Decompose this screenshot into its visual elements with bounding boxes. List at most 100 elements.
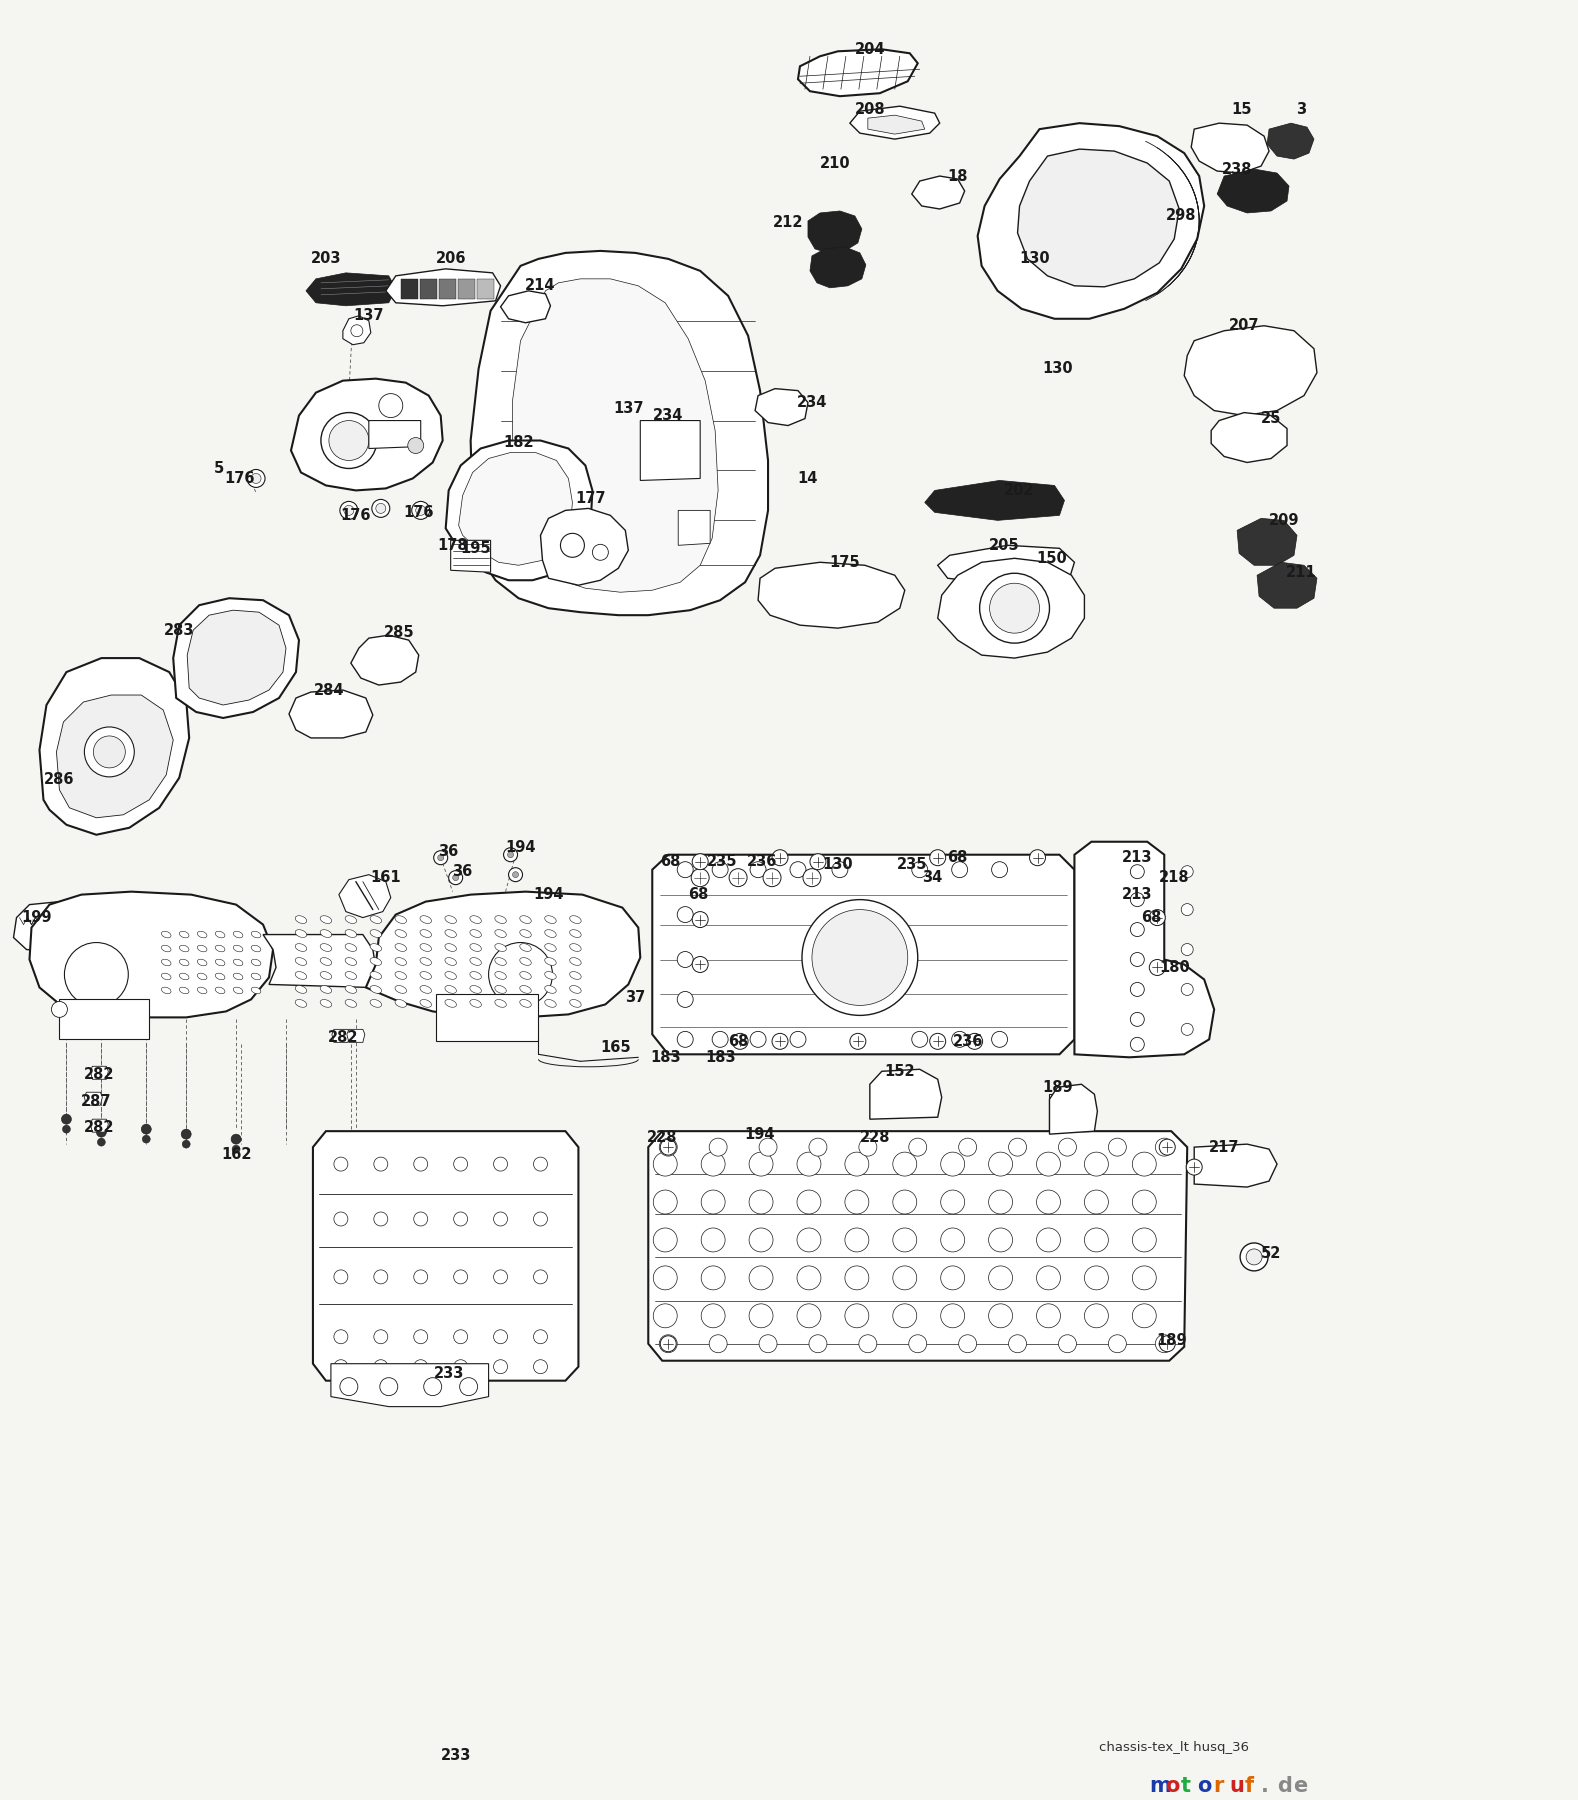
Ellipse shape	[394, 972, 407, 979]
Circle shape	[1059, 1138, 1076, 1156]
Polygon shape	[1258, 562, 1318, 608]
Circle shape	[1037, 1190, 1060, 1213]
Text: 287: 287	[80, 1094, 112, 1109]
Text: o: o	[1198, 1777, 1212, 1796]
Circle shape	[1084, 1152, 1108, 1175]
Circle shape	[459, 1377, 478, 1395]
Circle shape	[797, 1152, 821, 1175]
Ellipse shape	[295, 999, 306, 1008]
Circle shape	[952, 862, 967, 878]
Polygon shape	[451, 540, 491, 572]
Ellipse shape	[251, 945, 260, 952]
Text: 182: 182	[503, 436, 533, 450]
Circle shape	[844, 1265, 869, 1291]
Polygon shape	[869, 1069, 942, 1120]
Circle shape	[893, 1152, 917, 1175]
Text: 238: 238	[1221, 162, 1253, 176]
Circle shape	[374, 1359, 388, 1373]
Circle shape	[701, 1152, 726, 1175]
Polygon shape	[90, 1066, 109, 1080]
Text: 233: 233	[434, 1366, 464, 1381]
Text: 282: 282	[328, 1030, 358, 1044]
Polygon shape	[500, 292, 551, 322]
Circle shape	[453, 875, 459, 880]
Text: 5: 5	[215, 461, 224, 475]
Circle shape	[988, 1303, 1013, 1328]
Polygon shape	[1018, 149, 1179, 286]
Polygon shape	[978, 122, 1204, 319]
Ellipse shape	[180, 945, 189, 952]
Circle shape	[750, 1228, 773, 1253]
Ellipse shape	[394, 916, 407, 923]
Ellipse shape	[470, 972, 481, 979]
Circle shape	[320, 412, 377, 468]
Circle shape	[940, 1265, 964, 1291]
Text: 3: 3	[1296, 101, 1307, 117]
Ellipse shape	[544, 943, 555, 952]
Polygon shape	[868, 115, 925, 135]
Text: 37: 37	[625, 990, 645, 1004]
Ellipse shape	[371, 958, 382, 965]
Circle shape	[453, 1269, 467, 1283]
Polygon shape	[306, 274, 396, 306]
Ellipse shape	[544, 929, 555, 938]
Text: 213: 213	[1122, 850, 1152, 866]
Ellipse shape	[215, 959, 226, 967]
Polygon shape	[810, 247, 866, 288]
Text: 130: 130	[1019, 252, 1049, 266]
Polygon shape	[14, 902, 76, 952]
Ellipse shape	[371, 943, 382, 952]
Polygon shape	[369, 421, 421, 448]
Circle shape	[893, 1190, 917, 1213]
Circle shape	[1247, 1249, 1262, 1265]
Circle shape	[893, 1265, 917, 1291]
Ellipse shape	[445, 943, 456, 952]
Text: 15: 15	[1231, 101, 1251, 117]
Text: 235: 235	[896, 857, 926, 873]
Circle shape	[832, 862, 847, 878]
Ellipse shape	[570, 958, 581, 965]
Text: 286: 286	[44, 772, 74, 787]
Circle shape	[1037, 1265, 1060, 1291]
Polygon shape	[188, 610, 286, 706]
Ellipse shape	[470, 943, 481, 952]
Text: 162: 162	[221, 1147, 251, 1161]
Text: 228: 228	[647, 1130, 677, 1145]
Polygon shape	[1049, 1084, 1097, 1134]
Circle shape	[750, 1190, 773, 1213]
Text: 18: 18	[947, 169, 967, 184]
Circle shape	[729, 869, 746, 887]
Circle shape	[1130, 893, 1144, 907]
Ellipse shape	[371, 972, 382, 979]
Ellipse shape	[495, 943, 507, 952]
Circle shape	[929, 850, 945, 866]
Text: 285: 285	[383, 625, 413, 639]
Text: 194: 194	[505, 841, 537, 855]
Circle shape	[1133, 1228, 1157, 1253]
Polygon shape	[470, 250, 768, 616]
Ellipse shape	[544, 999, 555, 1008]
Ellipse shape	[215, 986, 226, 994]
Circle shape	[952, 1031, 967, 1048]
Ellipse shape	[215, 945, 226, 952]
Text: u: u	[1229, 1777, 1243, 1796]
Circle shape	[251, 473, 260, 484]
Circle shape	[858, 1138, 877, 1156]
Ellipse shape	[420, 929, 431, 938]
Ellipse shape	[251, 986, 260, 994]
Circle shape	[909, 1336, 926, 1354]
Ellipse shape	[519, 986, 532, 994]
Ellipse shape	[215, 931, 226, 938]
Polygon shape	[1217, 169, 1289, 212]
Text: 68: 68	[660, 855, 680, 869]
Circle shape	[653, 1265, 677, 1291]
Circle shape	[489, 943, 552, 1006]
Circle shape	[750, 1265, 773, 1291]
Text: 176: 176	[341, 508, 371, 522]
Ellipse shape	[251, 974, 260, 979]
Text: 236: 236	[746, 855, 778, 869]
Text: chassis-tex_lt husq_36: chassis-tex_lt husq_36	[1100, 1741, 1250, 1755]
Circle shape	[693, 911, 709, 927]
Text: 212: 212	[773, 216, 803, 230]
Text: 214: 214	[525, 279, 555, 293]
